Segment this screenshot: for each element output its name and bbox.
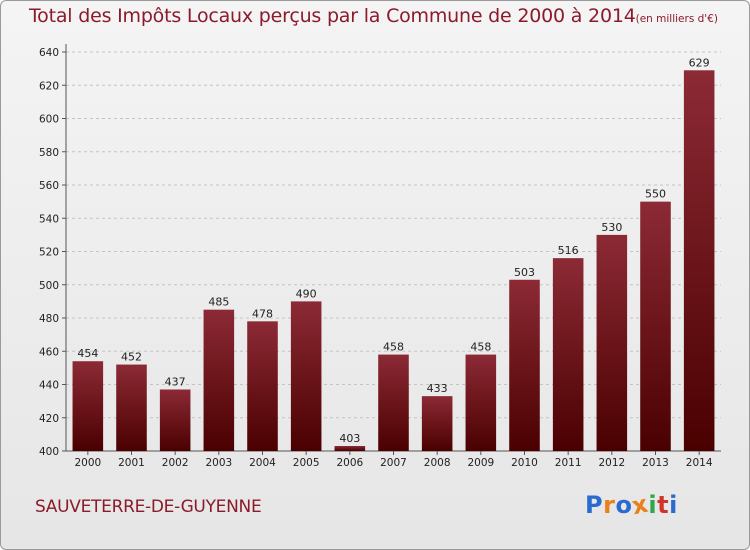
y-tick-label: 500 [39, 280, 59, 292]
x-tick-label-2012: 2012 [598, 457, 625, 469]
data-label-2006: 403 [339, 432, 360, 445]
data-label-2007: 458 [383, 341, 404, 354]
x-tick-labels: 2000 2001 2002 2003 2004 2005 2006 2007 2008 2009… [74, 451, 713, 469]
data-label-2008: 433 [427, 382, 448, 395]
data-label-2010: 503 [514, 266, 535, 279]
data-label-2012: 530 [601, 221, 622, 234]
y-tick-label: 480 [39, 313, 59, 325]
x-tick-label-2010: 2010 [511, 457, 538, 469]
brand-letter: P [585, 491, 604, 519]
y-tick-label: 580 [39, 147, 59, 159]
brand-letter: i [648, 491, 658, 519]
x-tick-label-2009: 2009 [467, 457, 494, 469]
x-tick-label-2007: 2007 [380, 457, 407, 469]
brand-letter: i [669, 491, 678, 519]
x-tick-label-2004: 2004 [249, 457, 276, 469]
bars [72, 70, 715, 451]
chart-unit-label: (en milliers d'€) [635, 13, 718, 25]
bar-2012 [596, 234, 628, 451]
bar-2014 [683, 70, 715, 451]
data-label-2003: 485 [208, 296, 229, 309]
y-tick-label: 440 [39, 380, 59, 392]
bar-2002 [159, 389, 191, 451]
data-label-2014: 629 [689, 56, 710, 69]
y-tick-label: 600 [39, 114, 59, 126]
y-tick-label: 420 [39, 413, 59, 425]
bar-2013 [640, 201, 671, 451]
data-labels: 454 452 437 485 478 490 403 458 433 458 503 516 530 5… [77, 56, 709, 445]
y-tick-label: 640 [39, 47, 59, 59]
data-label-2013: 550 [645, 188, 666, 201]
data-label-2005: 490 [296, 287, 317, 300]
y-tick-label: 540 [39, 213, 59, 225]
x-tick-label-2003: 2003 [205, 457, 232, 469]
brand-letter: o [615, 491, 633, 519]
x-tick-label-2000: 2000 [74, 457, 101, 469]
bar-2007 [378, 354, 409, 451]
chart-title: Total des Impôts Locaux perçus par la Co… [29, 5, 636, 27]
y-tick-label: 400 [39, 446, 59, 458]
chart-title-block: Total des Impôts Locaux perçus par la Co… [29, 5, 718, 27]
x-tick-label-2002: 2002 [162, 457, 189, 469]
brand-letter: r [603, 491, 616, 519]
x-tick-label-2005: 2005 [293, 457, 320, 469]
data-label-2000: 454 [77, 347, 98, 360]
bar-2011 [552, 258, 584, 451]
x-tick-label-2008: 2008 [424, 457, 451, 469]
bar-2009 [465, 354, 497, 451]
y-tick-label: 520 [39, 247, 59, 259]
bar-2003 [203, 309, 235, 451]
bar-2000 [72, 361, 104, 451]
x-tick-label-2006: 2006 [336, 457, 363, 469]
bar-2001 [116, 364, 147, 451]
commune-name: SAUVETERRE-DE-GUYENNE [35, 497, 262, 517]
x-tick-label-2013: 2013 [642, 457, 669, 469]
y-tick-label: 460 [39, 346, 59, 358]
x-tick-label-2001: 2001 [118, 457, 145, 469]
x-tick-label-2011: 2011 [555, 457, 582, 469]
y-tick-label: 560 [39, 180, 59, 192]
y-tick-label: 620 [39, 80, 59, 92]
bar-2005 [290, 301, 322, 451]
data-label-2011: 516 [558, 244, 579, 257]
data-label-2009: 458 [470, 341, 491, 354]
data-label-2004: 478 [252, 307, 273, 320]
brand-letter: t [657, 491, 670, 519]
bar-2010 [509, 279, 540, 451]
bar-2006 [334, 446, 366, 451]
brand-logo[interactable]: Proxiti [585, 490, 678, 521]
bar-2004 [247, 321, 278, 451]
bar-2008 [421, 396, 453, 451]
y-tick-labels: 400 420 440 460 480 500 520 540 560 580 600 620 640 [39, 47, 66, 458]
data-label-2002: 437 [165, 375, 186, 388]
x-tick-label-2014: 2014 [686, 457, 713, 469]
data-label-2001: 452 [121, 351, 142, 364]
